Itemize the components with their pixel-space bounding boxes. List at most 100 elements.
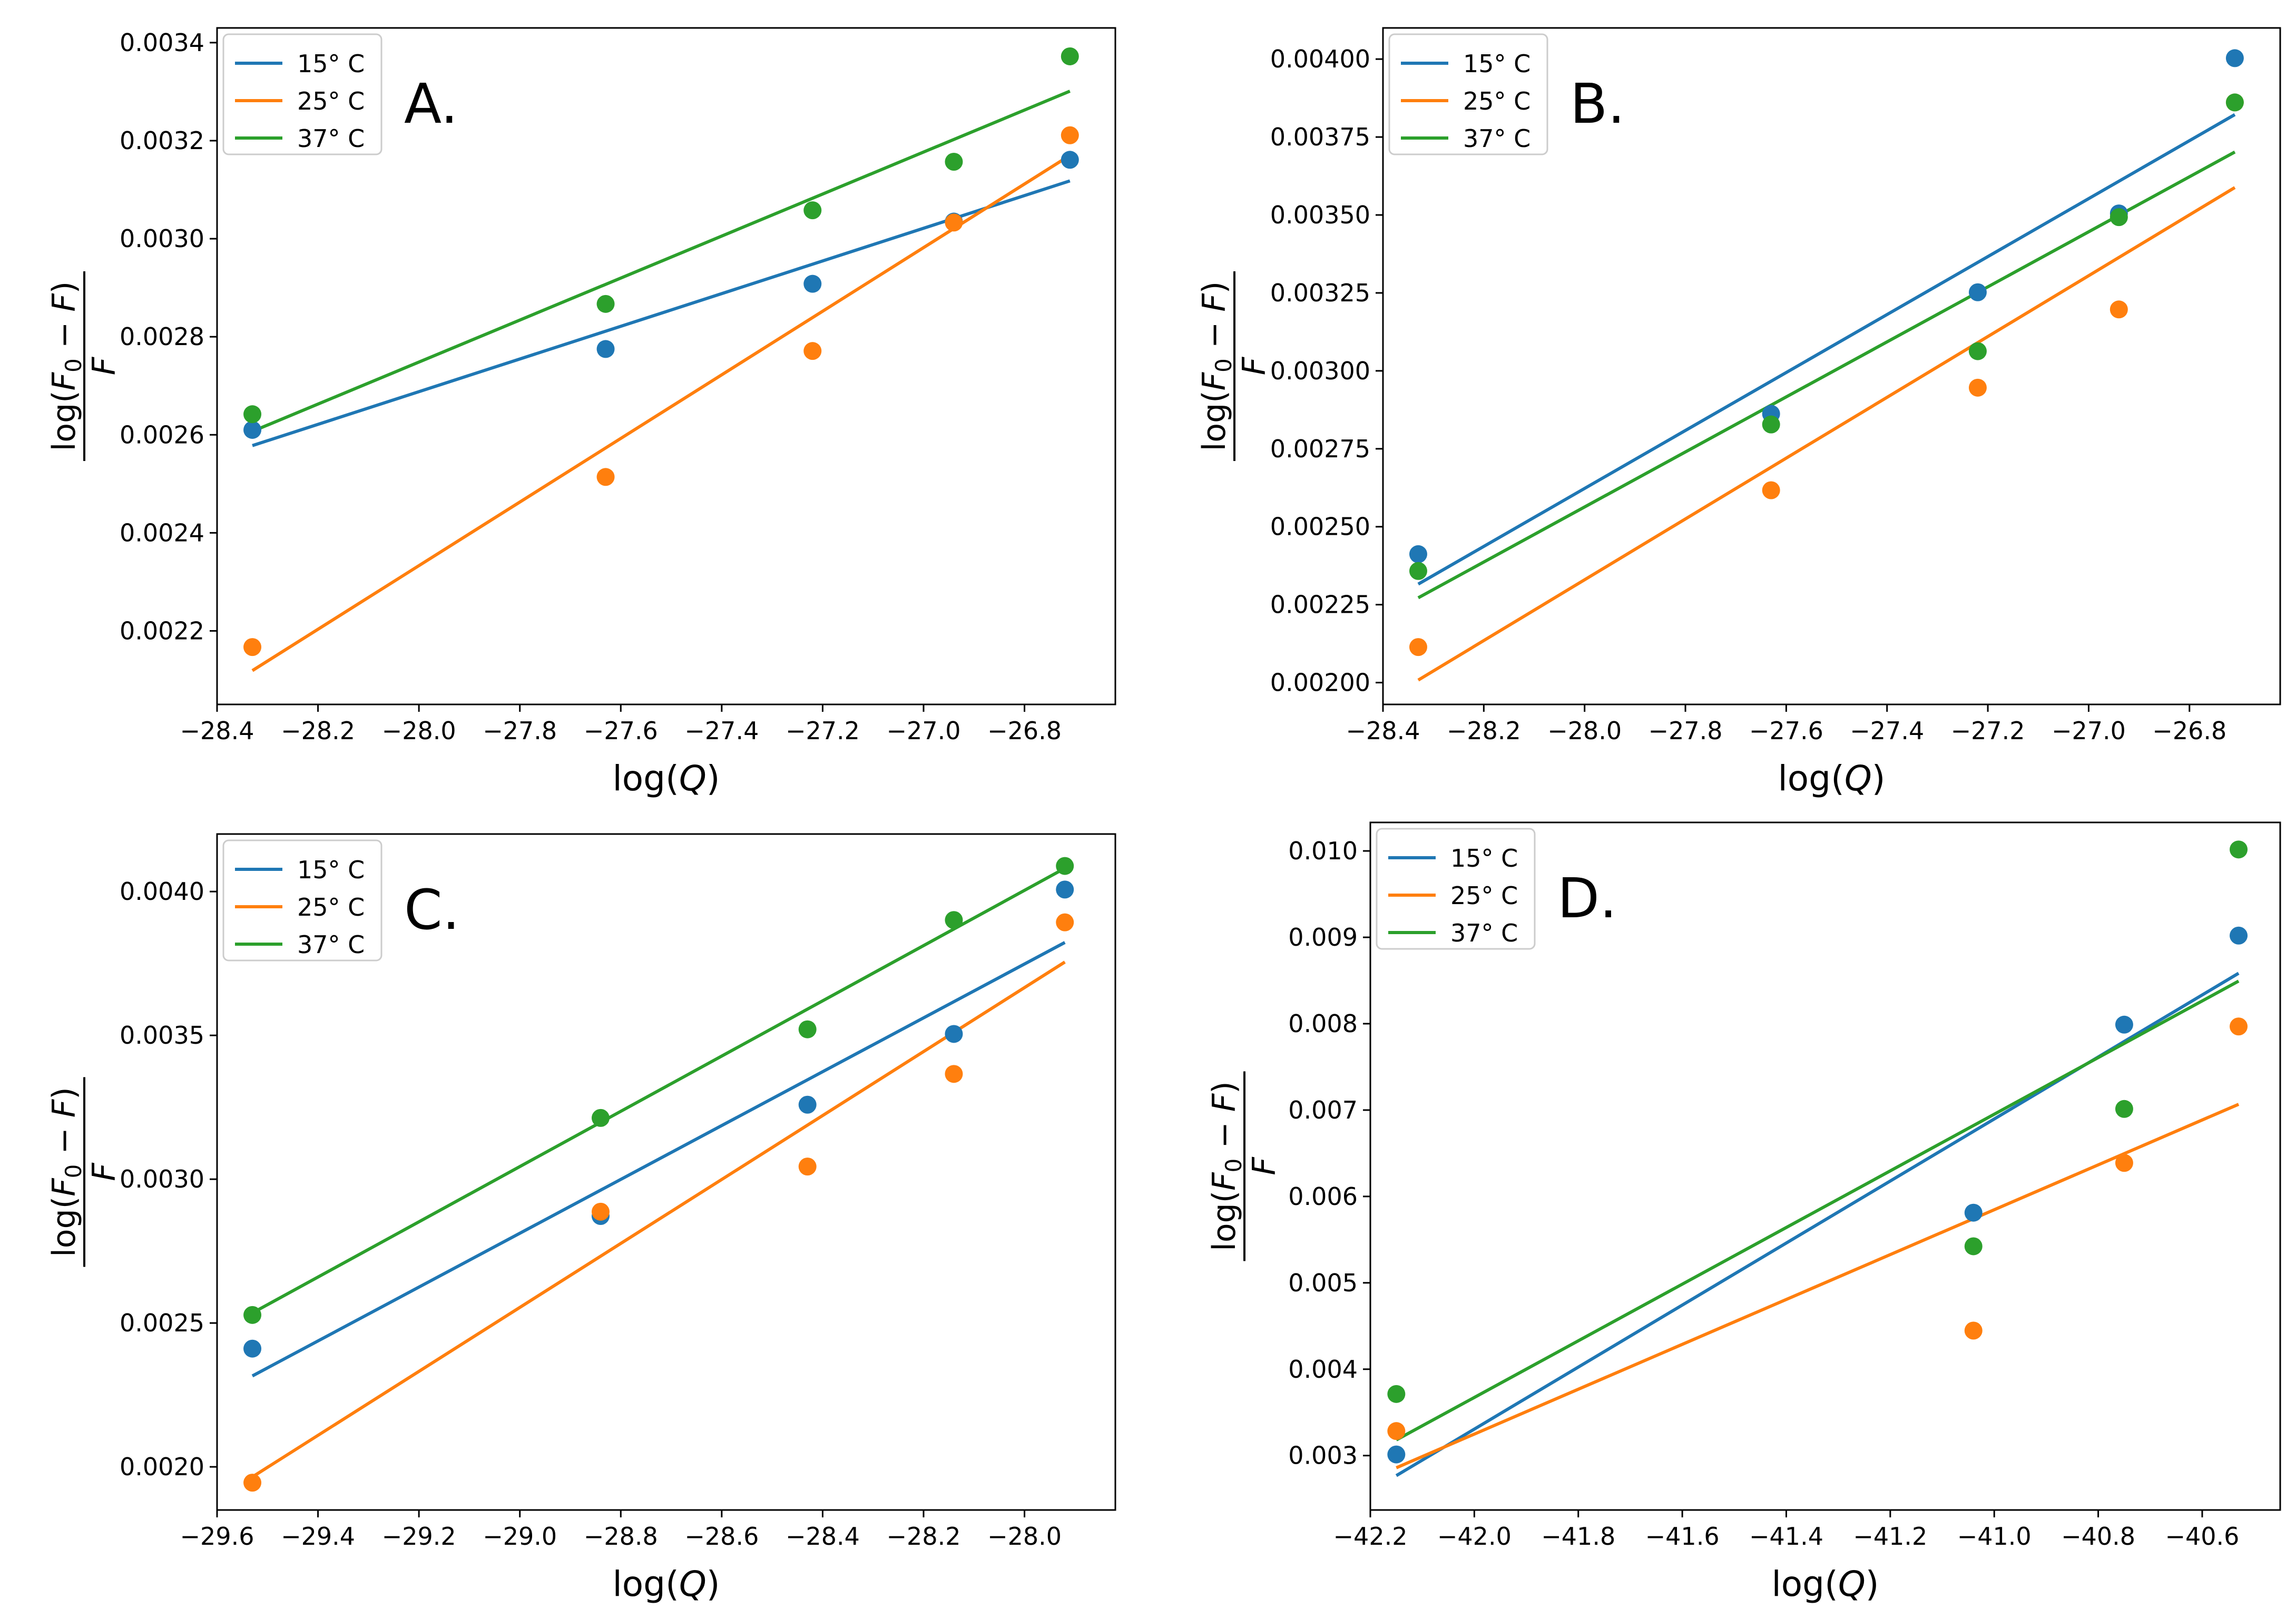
chart-panel-1: −28.4 −28.2 −28.0 −27.8 −27.6 −27.4 −27.2 −27.0… xyxy=(46,27,1116,799)
x-tick-label: −41.0 xyxy=(1957,1522,2032,1551)
data-point xyxy=(1056,880,1074,899)
y-axis-title-numerator: log(F0 − F) xyxy=(46,1087,86,1257)
data-point xyxy=(596,468,615,486)
y-tick-label: 0.00225 xyxy=(1270,591,1370,619)
x-tick-label: −41.8 xyxy=(1541,1522,1615,1551)
x-tick-label: −28.0 xyxy=(987,1522,1062,1551)
legend-label: 25° C xyxy=(1463,87,1530,115)
fit-line-25° C xyxy=(251,960,1066,1478)
data-point xyxy=(2230,840,2248,859)
x-tick-label: −28.4 xyxy=(180,717,254,745)
x-axis-title: log(Q) xyxy=(1778,758,1885,799)
data-point xyxy=(1061,151,1079,169)
x-tick-label: −27.2 xyxy=(1951,717,2025,745)
data-point xyxy=(2109,300,2128,319)
x-tick-label: −29.0 xyxy=(483,1522,557,1551)
legend-label: 15° C xyxy=(1463,50,1530,78)
x-tick-label: −27.8 xyxy=(483,717,557,745)
y-tick-label: 0.00300 xyxy=(1270,357,1370,385)
x-tick-label: −28.6 xyxy=(684,1522,759,1551)
chart-panel-4: −42.2 −42.0 −41.8 −41.6 −41.4 −41.2 −41.0 −40.8… xyxy=(1206,821,2281,1604)
data-point xyxy=(945,1065,963,1083)
data-point xyxy=(1056,913,1074,931)
data-point xyxy=(1387,1422,1406,1440)
data-point xyxy=(243,1339,262,1358)
data-point xyxy=(803,201,822,220)
x-tick-label: −27.8 xyxy=(1649,717,1723,745)
legend-label: 25° C xyxy=(297,893,365,921)
y-tick-label: 0.0040 xyxy=(120,877,204,906)
x-axis-title: log(Q) xyxy=(612,758,720,799)
fit-line-25° C xyxy=(1417,186,2236,682)
x-tick-label: −27.6 xyxy=(584,717,658,745)
data-point xyxy=(2115,1100,2133,1118)
y-axis-title: log(F0 − F)F xyxy=(1196,271,1273,461)
x-tick-label: −27.0 xyxy=(887,717,961,745)
data-point xyxy=(1762,481,1780,499)
data-point xyxy=(1964,1321,1983,1340)
y-axis-title-numerator: log(F0 − F) xyxy=(1206,1081,1247,1251)
y-tick-label: 0.00250 xyxy=(1270,513,1370,541)
x-tick-label: −27.4 xyxy=(1850,717,1924,745)
x-tick-label: −28.4 xyxy=(1346,717,1420,745)
y-tick-label: 0.003 xyxy=(1288,1442,1358,1470)
y-tick-label: 0.005 xyxy=(1288,1269,1358,1297)
y-tick-label: 0.0034 xyxy=(120,28,204,57)
data-point xyxy=(1387,1445,1406,1464)
x-axis-title: log(Q) xyxy=(1771,1564,1879,1604)
y-axis-title: log(F0 − F)F xyxy=(1206,1071,1283,1261)
x-tick-label: −27.4 xyxy=(684,717,759,745)
data-point xyxy=(1061,47,1079,65)
data-point xyxy=(945,911,963,929)
y-tick-label: 0.006 xyxy=(1288,1182,1358,1211)
x-tick-label: −40.6 xyxy=(2165,1522,2239,1551)
y-axis-title-numerator: log(F0 − F) xyxy=(46,281,86,451)
y-tick-label: 0.00200 xyxy=(1270,669,1370,697)
y-axis-title-denominator: F xyxy=(1236,356,1273,375)
y-tick-label: 0.007 xyxy=(1288,1096,1358,1124)
legend-label: 37° C xyxy=(297,124,365,153)
x-tick-label: −27.0 xyxy=(2052,717,2126,745)
y-tick-label: 0.004 xyxy=(1288,1355,1358,1384)
data-point xyxy=(1409,562,1427,580)
data-point xyxy=(1968,378,1987,397)
y-tick-label: 0.0025 xyxy=(120,1309,204,1337)
data-point xyxy=(1409,638,1427,656)
data-point xyxy=(243,405,262,424)
y-tick-label: 0.00325 xyxy=(1270,279,1370,307)
fit-line-37° C xyxy=(1417,150,2236,600)
data-point xyxy=(798,1020,817,1038)
data-point xyxy=(945,153,963,171)
x-tick-label: −28.0 xyxy=(382,717,456,745)
y-axis-title-numerator: log(F0 − F) xyxy=(1196,281,1237,451)
fit-line-15° C xyxy=(251,941,1066,1378)
data-point xyxy=(2115,1154,2133,1172)
data-point xyxy=(243,1306,262,1324)
y-tick-label: 0.0030 xyxy=(120,1165,204,1193)
y-tick-label: 0.0030 xyxy=(120,224,204,253)
data-point xyxy=(1964,1237,1983,1256)
x-tick-label: −29.4 xyxy=(281,1522,355,1551)
x-tick-label: −28.2 xyxy=(887,1522,961,1551)
x-tick-label: −29.6 xyxy=(180,1522,254,1551)
legend: 15° C 25° C 37° C xyxy=(222,839,382,962)
data-point xyxy=(798,1095,817,1114)
x-tick-label: −28.2 xyxy=(281,717,355,745)
data-point xyxy=(243,420,262,439)
data-point xyxy=(2225,93,2244,112)
panel-label: D. xyxy=(1557,866,1617,930)
legend: 15° C 25° C 37° C xyxy=(1376,828,1536,950)
fit-line-37° C xyxy=(251,90,1071,433)
panel-label: C. xyxy=(404,878,460,942)
data-point xyxy=(803,342,822,360)
data-point xyxy=(591,1109,610,1127)
y-tick-label: 0.009 xyxy=(1288,923,1358,952)
data-point xyxy=(243,638,262,656)
x-tick-label: −29.2 xyxy=(382,1522,456,1551)
data-point xyxy=(243,1474,262,1492)
data-point xyxy=(2230,926,2248,945)
data-point xyxy=(2115,1015,2133,1034)
legend-label: 15° C xyxy=(297,856,365,884)
y-axis-title: log(F0 − F)F xyxy=(46,271,123,461)
y-tick-label: 0.0020 xyxy=(120,1453,204,1481)
